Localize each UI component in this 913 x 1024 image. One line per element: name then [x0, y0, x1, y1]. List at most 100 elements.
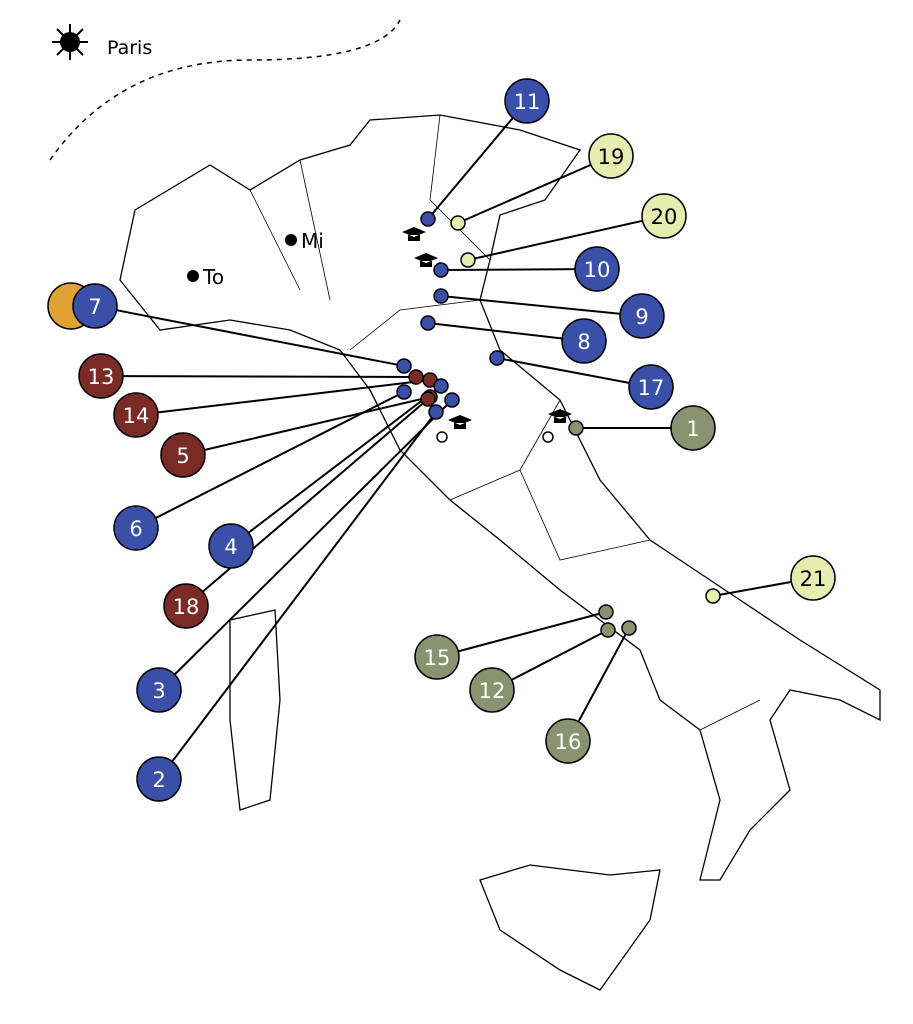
site-dot [598, 604, 614, 620]
bubble-label: 13 [88, 365, 115, 389]
bubble [160, 432, 206, 478]
bubble [469, 667, 515, 713]
bubble-label: 21 [800, 567, 827, 591]
bubble [136, 667, 182, 713]
site-dot [396, 384, 412, 400]
bubble-label: 11 [514, 90, 541, 114]
leader-line [135, 391, 405, 529]
bubble-label: 18 [173, 595, 200, 619]
legend: Paris [52, 24, 152, 60]
bubble-label: 14 [123, 404, 150, 428]
site-dot [433, 378, 449, 394]
mainland [119, 114, 881, 881]
bubble-label: 4 [224, 535, 237, 559]
sicily [479, 864, 661, 991]
site-dot [450, 215, 466, 231]
leader-line [94, 305, 405, 367]
site-dot [428, 404, 444, 420]
bubble [628, 364, 674, 410]
bubble-label: 9 [635, 305, 648, 329]
site-dot [568, 420, 584, 436]
bubble-label: 7 [88, 295, 101, 319]
site-dot [433, 262, 449, 278]
university-icon [548, 409, 572, 423]
bubble [561, 318, 607, 364]
university-icon [402, 227, 426, 241]
leader-line [158, 399, 453, 691]
leader-line [427, 100, 528, 220]
region-borders [249, 114, 761, 731]
virus-icon-small [542, 431, 554, 443]
bubble-label: 8 [577, 330, 590, 354]
bubble [619, 293, 665, 339]
bubble-label: 6 [129, 517, 142, 541]
leader-line [427, 322, 585, 342]
leader-line [230, 385, 442, 547]
leader-line [496, 357, 652, 388]
sardinia [229, 609, 281, 811]
site-dot [705, 588, 721, 604]
bubble-label: 1 [686, 417, 699, 441]
site-dot [460, 252, 476, 268]
site-dot [489, 350, 505, 366]
city-label: To [202, 265, 224, 289]
site-dot [600, 622, 616, 638]
leader-line [185, 398, 429, 607]
bubble [588, 133, 634, 179]
bubble-label: 15 [424, 646, 451, 670]
leader-line [440, 295, 643, 317]
bubble [78, 353, 124, 399]
cities: Mi To [187, 229, 324, 289]
bubble [163, 583, 209, 629]
site-dot [420, 315, 436, 331]
bubble [113, 505, 159, 551]
site-dot [420, 391, 436, 407]
site-dot [621, 620, 637, 636]
bubble [790, 555, 836, 601]
leader-line [440, 268, 598, 271]
leader-line [182, 396, 431, 456]
bubble-label: 16 [555, 730, 582, 754]
city-label: Mi [301, 229, 324, 253]
city-dot [285, 234, 297, 246]
bubble [670, 405, 716, 451]
site-dot [444, 392, 460, 408]
bubble [136, 756, 182, 802]
icons [402, 227, 572, 443]
bubble [208, 523, 254, 569]
city-dot [187, 270, 199, 282]
leader-line [135, 379, 431, 416]
bubble-label: 2 [152, 768, 165, 792]
bubble [414, 634, 460, 680]
university-icon [448, 415, 472, 429]
leader-lines [94, 100, 814, 780]
virus-icon-small [436, 431, 448, 443]
dashed-border [49, 19, 401, 161]
leader-line [467, 215, 665, 261]
legend-label: Paris [107, 37, 152, 59]
bubble-label: 20 [651, 205, 678, 229]
site-dot [396, 358, 412, 374]
bubble-label: 17 [638, 376, 665, 400]
bubble [72, 283, 118, 329]
university-icon [414, 253, 438, 267]
site-dot [433, 288, 449, 304]
leader-line [100, 375, 417, 378]
leader-line [436, 611, 607, 658]
bubble [504, 78, 550, 124]
bubble-label: 12 [479, 679, 506, 703]
bubble-label: 5 [176, 444, 189, 468]
bubble-label: 19 [598, 145, 625, 169]
bubble [113, 392, 159, 438]
map-outline [119, 114, 881, 991]
bubble-label: 3 [152, 679, 165, 703]
bubble-label: 10 [584, 258, 611, 282]
bubble [574, 246, 620, 292]
leader-line [158, 411, 437, 780]
bubble [641, 193, 687, 239]
site-dot [408, 369, 424, 385]
